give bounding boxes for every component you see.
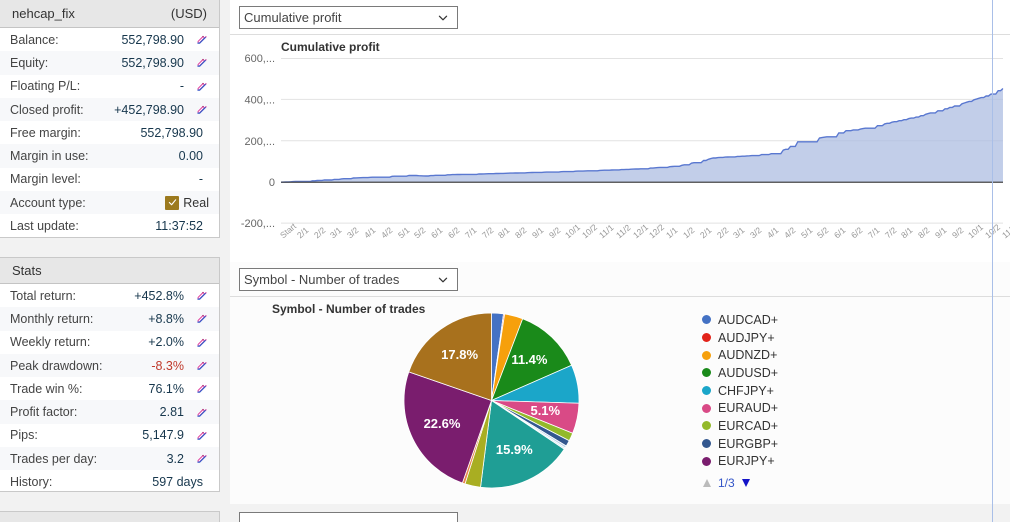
svg-text:-200,...: -200,... bbox=[241, 218, 275, 230]
svg-text:600,...: 600,... bbox=[244, 53, 275, 65]
svg-text:200,...: 200,... bbox=[244, 136, 275, 148]
svg-text:11.4%: 11.4% bbox=[511, 352, 548, 367]
svg-text:17.8%: 17.8% bbox=[441, 347, 478, 362]
svg-text:22.6%: 22.6% bbox=[424, 416, 461, 431]
svg-text:400,...: 400,... bbox=[244, 94, 275, 106]
svg-text:15.9%: 15.9% bbox=[496, 442, 533, 457]
svg-text:5.1%: 5.1% bbox=[530, 403, 560, 418]
svg-text:0: 0 bbox=[269, 177, 275, 189]
